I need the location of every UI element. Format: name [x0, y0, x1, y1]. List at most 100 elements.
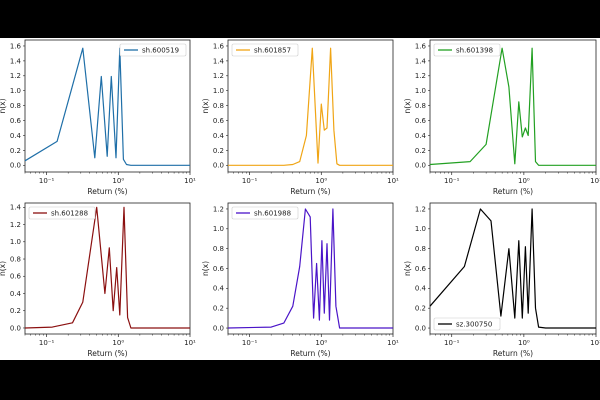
chart-sh.601398: 0.0 0.2 0.4 0.6 0.8 1.0 1.2 1.4 1.6 10⁻¹ 10⁰ 10¹ Ret… [403, 39, 600, 196]
legend-box [433, 317, 501, 331]
y-tick-label: 1.2 [415, 205, 426, 213]
y-axis-label: n(x) [201, 261, 210, 276]
y-tick-label: 0.4 [10, 290, 22, 298]
legend-label: sz.300750 [456, 321, 492, 329]
x-axis-label: Return (%) [493, 349, 533, 358]
x-tick-label: 10¹ [387, 177, 399, 185]
y-tick-label: 0.0 [213, 324, 224, 332]
legend-box [28, 206, 96, 220]
y-tick-label: 1.0 [213, 87, 224, 95]
legend-box [119, 43, 187, 57]
y-tick-label: 0.0 [10, 324, 21, 332]
y-tick-label: 1.2 [415, 72, 426, 80]
y-tick-label: 0.8 [10, 102, 21, 110]
plot-frame [227, 39, 394, 173]
x-axis-label: Return (%) [493, 187, 533, 196]
x-tick-label: 10⁰ [518, 177, 530, 185]
y-tick-label: 0.2 [10, 307, 21, 315]
y-tick-label: 1.6 [10, 42, 22, 50]
legend-label: sh.600519 [142, 47, 179, 55]
x-tick-label: 10¹ [590, 177, 600, 185]
series-line [429, 47, 596, 166]
y-axis-label: n(x) [0, 98, 7, 113]
series-line [24, 47, 190, 166]
y-tick-label: 0.4 [213, 285, 225, 293]
y-tick-label: 0.8 [213, 102, 224, 110]
x-axis-label: Return (%) [290, 349, 330, 358]
chart-sh.600519: 0.0 0.2 0.4 0.6 0.8 1.0 1.2 1.4 1.6 10⁻¹ 10⁰ 10¹ Ret… [0, 39, 196, 196]
x-axis-label: Return (%) [87, 187, 127, 196]
x-axis-label: Return (%) [290, 187, 330, 196]
y-tick-label: 0.4 [213, 132, 225, 140]
x-axis-label: Return (%) [87, 349, 127, 358]
y-axis-label: n(x) [403, 261, 412, 276]
x-tick-label: 10⁰ [315, 177, 327, 185]
y-tick-label: 0.4 [415, 132, 427, 140]
x-tick-label: 10⁻¹ [242, 339, 258, 347]
charts-grid: 0.0 0.2 0.4 0.6 0.8 1.0 1.2 1.4 1.6 10⁻¹ 10⁰ 10¹ Ret… [0, 39, 600, 358]
series-line [429, 208, 596, 329]
legend-label: sh.601988 [254, 210, 291, 218]
y-axis-label: n(x) [0, 261, 7, 276]
x-tick-label: 10⁻¹ [242, 177, 258, 185]
legend-box [433, 43, 501, 57]
chart-sh.601857: 0.0 0.2 0.4 0.6 0.8 1.0 1.2 1.4 1.6 10⁻¹ 10⁰ 10¹ Ret… [201, 39, 399, 196]
y-tick-label: 0.2 [415, 305, 426, 313]
y-tick-label: 1.4 [415, 57, 427, 65]
y-tick-label: 0.4 [415, 285, 427, 293]
x-tick-label: 10¹ [387, 339, 399, 347]
series-line [227, 208, 393, 329]
y-tick-label: 0.8 [415, 102, 426, 110]
y-tick-label: 0.8 [10, 255, 21, 263]
series-line [24, 206, 190, 329]
y-tick-label: 1.2 [10, 221, 21, 229]
y-axis-label: n(x) [403, 98, 412, 113]
y-tick-label: 1.2 [213, 72, 224, 80]
plot-frame [429, 202, 597, 335]
y-tick-label: 1.4 [10, 57, 22, 65]
y-tick-label: 1.4 [213, 57, 225, 65]
legend: sh.601398 [433, 43, 501, 57]
y-tick-label: 0.0 [213, 162, 224, 170]
x-tick-label: 10¹ [184, 339, 196, 347]
y-tick-label: 1.0 [213, 225, 224, 233]
y-tick-label: 1.0 [10, 238, 21, 246]
chart-sh.601288: 0.0 0.2 0.4 0.6 0.8 1.0 1.2 1.4 10⁻¹ 10⁰ 10¹ Return… [0, 202, 196, 358]
legend: sh.600519 [119, 43, 187, 57]
x-tick-label: 10⁰ [518, 339, 530, 347]
y-tick-label: 0.6 [415, 117, 427, 125]
y-tick-label: 1.2 [10, 72, 21, 80]
legend: sz.300750 [433, 317, 501, 331]
y-tick-label: 0.2 [213, 147, 224, 155]
y-tick-label: 0.6 [213, 117, 225, 125]
y-tick-label: 0.2 [10, 147, 21, 155]
y-tick-label: 1.4 [10, 204, 22, 212]
legend-label: sh.601398 [456, 47, 493, 55]
y-tick-label: 0.0 [415, 324, 426, 332]
legend-label: sh.601857 [254, 47, 291, 55]
x-tick-label: 10⁰ [112, 339, 124, 347]
x-tick-label: 10⁻¹ [39, 177, 55, 185]
legend: sh.601288 [28, 206, 96, 220]
y-tick-label: 0.6 [213, 265, 225, 273]
legend-box [231, 206, 299, 220]
chart-sh.601988: 0.0 0.2 0.4 0.6 0.8 1.0 1.2 10⁻¹ 10⁰ 10¹ Return (%… [201, 202, 399, 358]
y-tick-label: 1.2 [213, 205, 224, 213]
legend: sh.601857 [231, 43, 299, 57]
x-tick-label: 10⁰ [112, 177, 124, 185]
x-tick-label: 10⁻¹ [444, 339, 460, 347]
x-tick-label: 10⁻¹ [444, 177, 460, 185]
x-tick-label: 10⁻¹ [39, 339, 55, 347]
y-tick-label: 0.0 [10, 162, 21, 170]
y-tick-label: 1.0 [415, 225, 426, 233]
legend-label: sh.601288 [51, 210, 88, 218]
y-tick-label: 0.6 [415, 265, 427, 273]
y-tick-label: 0.2 [213, 305, 224, 313]
legend-box [231, 43, 299, 57]
plot-frame [429, 39, 597, 173]
series-line [228, 47, 393, 166]
x-tick-label: 10⁰ [315, 339, 327, 347]
y-tick-label: 1.6 [213, 42, 225, 50]
y-tick-label: 0.4 [10, 132, 22, 140]
x-tick-label: 10¹ [590, 339, 600, 347]
